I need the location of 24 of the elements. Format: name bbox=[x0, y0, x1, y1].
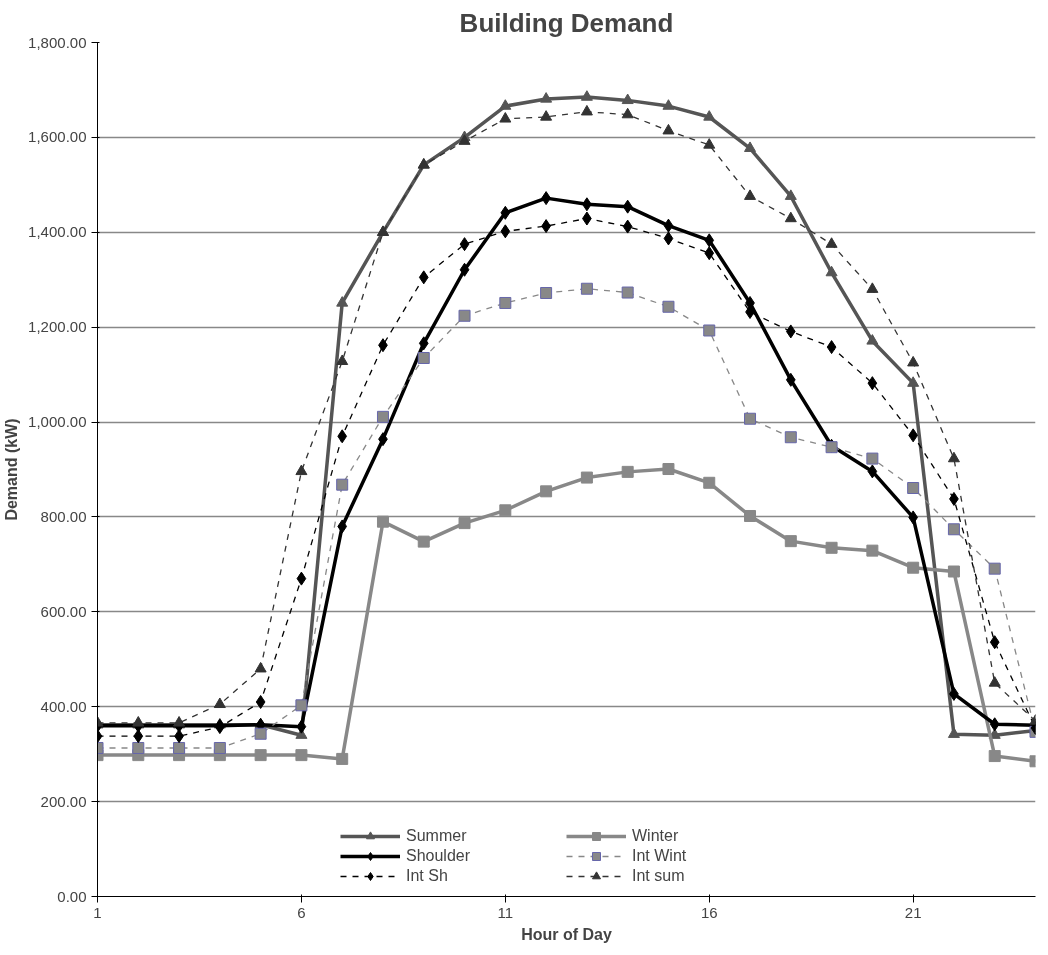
legend-label: Int sum bbox=[632, 867, 686, 885]
y-tick-label: 800.00 bbox=[40, 507, 87, 525]
x-axis-title: Hour of Day bbox=[521, 925, 612, 943]
y-tick-label: 400.00 bbox=[40, 697, 87, 715]
legend-label: Int Wint bbox=[632, 847, 688, 865]
y-tick-label: 0.00 bbox=[57, 887, 87, 905]
y-axis-title: Demand (kW) bbox=[3, 418, 21, 521]
chart-title: Building Demand bbox=[459, 7, 674, 38]
y-tick-label: 1,400.00 bbox=[28, 223, 87, 241]
legend-label: Int Sh bbox=[406, 867, 449, 885]
y-tick-label: 200.00 bbox=[40, 792, 87, 810]
x-tick-label: 21 bbox=[904, 903, 922, 921]
x-tick-label: 16 bbox=[700, 903, 718, 921]
legend-label: Winter bbox=[632, 827, 680, 845]
x-tick-label: 1 bbox=[93, 903, 102, 921]
x-tick-label: 6 bbox=[297, 903, 306, 921]
y-tick-label: 1,600.00 bbox=[28, 128, 87, 146]
legend-label: Summer bbox=[406, 827, 468, 845]
y-tick-label: 1,200.00 bbox=[28, 318, 87, 336]
y-tick-label: 600.00 bbox=[40, 602, 87, 620]
x-tick-label: 11 bbox=[497, 903, 514, 921]
legend-label: Shoulder bbox=[406, 847, 472, 865]
y-tick-label: 1,800.00 bbox=[28, 33, 87, 51]
y-tick-label: 1,000.00 bbox=[28, 413, 87, 431]
